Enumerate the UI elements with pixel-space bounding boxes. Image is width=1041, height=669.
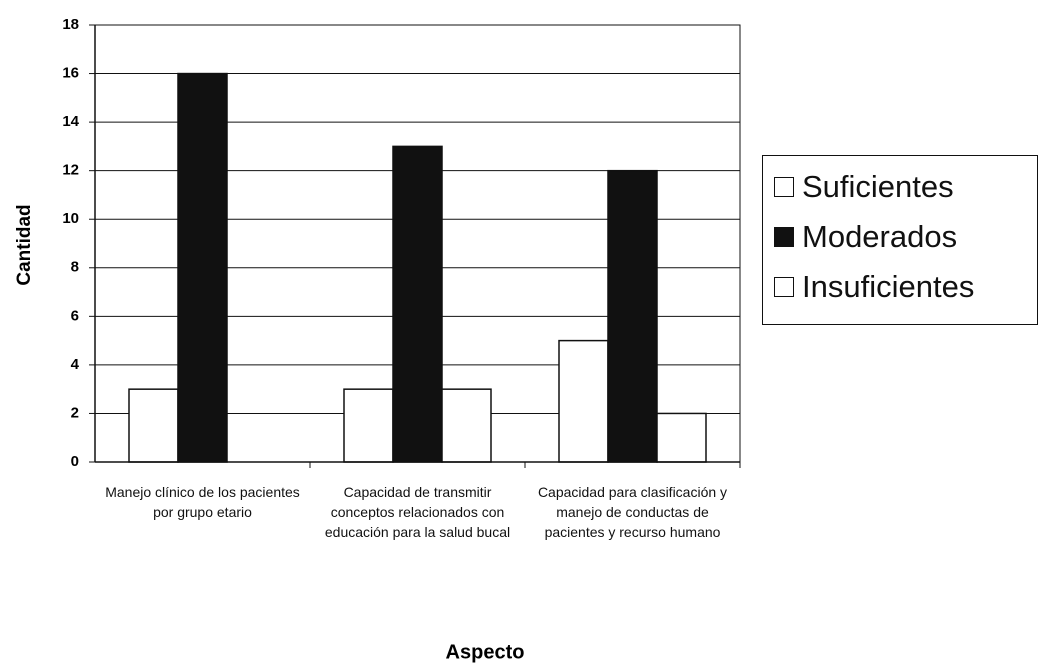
y-tick-label: 10	[62, 210, 79, 227]
bar	[656, 412, 707, 463]
bar	[177, 72, 228, 463]
legend-swatch	[774, 277, 794, 297]
legend	[762, 155, 1038, 325]
legend-swatch	[774, 227, 794, 247]
y-tick-label: 0	[71, 453, 79, 470]
bar	[441, 388, 492, 463]
x-axis-label: Aspecto	[446, 641, 525, 663]
legend-label: Moderados	[802, 219, 958, 254]
bar	[343, 388, 394, 463]
y-tick-label: 2	[71, 404, 79, 421]
bar	[607, 169, 658, 463]
y-tick-label: 4	[71, 356, 80, 373]
legend-item: Suficientes	[774, 165, 954, 209]
y-tick-label: 16	[62, 65, 79, 82]
y-tick-label: 18	[62, 16, 79, 33]
x-tick-label: Capacidad de transmitir conceptos relaci…	[324, 484, 511, 540]
x-tick-label: Capacidad para clasificación y manejo de…	[537, 484, 728, 540]
y-axis-label: Cantidad	[14, 204, 35, 285]
y-tick-label: 6	[71, 307, 79, 324]
legend-item: Insuficientes	[774, 265, 974, 309]
bar	[558, 339, 609, 463]
legend-label: Insuficientes	[802, 269, 975, 304]
y-tick-label: 14	[62, 113, 79, 130]
legend-item: Moderados	[774, 215, 957, 259]
y-tick-label: 8	[71, 259, 79, 276]
bar	[392, 145, 443, 463]
y-tick-label: 12	[62, 162, 79, 179]
legend-swatch	[774, 177, 794, 197]
legend-label: Suficientes	[802, 169, 954, 204]
bar	[128, 388, 179, 463]
x-tick-label: Manejo clínico de los pacientes por grup…	[105, 484, 300, 520]
